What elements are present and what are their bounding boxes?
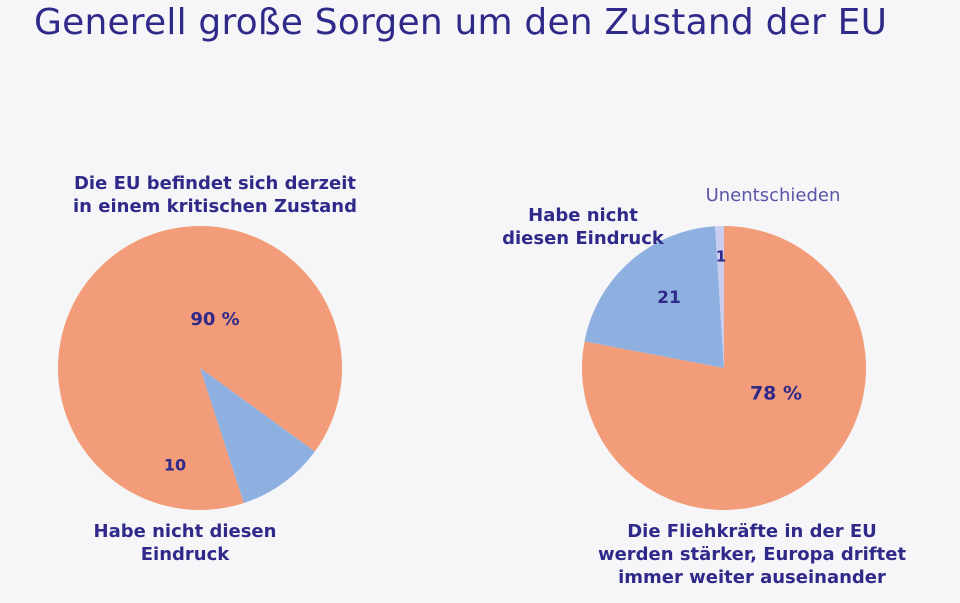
pie-1-slice-2-value-label: 10 (164, 456, 186, 475)
left-pie-bottom-label-line-1: Habe nicht diesen (93, 521, 277, 542)
pie-1-slice-1 (58, 225, 343, 510)
right-pie-bottom-label-line-1: Die Fliehkräfte in der EU (627, 521, 877, 542)
pie-2-slice-2 (584, 226, 724, 368)
right-pie-bottom-label: Die Fliehkräfte in der EU werden stärker… (598, 520, 906, 589)
pie-2-slice-2-value-label: 21 (657, 288, 681, 308)
pie-2-slice-1-value-label: 78 % (750, 383, 802, 405)
left-pie-bottom-label: Habe nicht diesen Eindruck (94, 520, 277, 566)
left-pie-top-label: Die EU befindet sich derzeit in einem kr… (73, 172, 357, 218)
pie-2-slice-1 (582, 226, 867, 510)
pie-2-slice-3 (715, 226, 724, 368)
left-pie-bottom-label-line-2: Eindruck (140, 544, 230, 565)
right-pie-top-left-label-line-1: Habe nicht (528, 205, 638, 226)
right-pie-bottom-label-line-2: werden stärker, Europa driftet (597, 544, 907, 565)
chart-title: Generell große Sorgen um den Zustand der… (34, 2, 888, 43)
right-pie-undecided-label: Unentschieden (706, 184, 841, 207)
right-pie-top-left-label: Habe nicht diesen Eindruck (502, 204, 664, 250)
pie-1-slice-1-value-label: 90 % (190, 309, 239, 330)
right-pie-undecided-label-text: Unentschieden (705, 185, 841, 206)
left-pie-top-label-line-1: Die EU befindet sich derzeit (73, 173, 357, 194)
right-pie-bottom-label-line-3: immer weiter auseinander (618, 567, 886, 588)
pie-1-slice-2 (200, 368, 315, 504)
right-pie-top-left-label-line-2: diesen Eindruck (502, 228, 664, 249)
left-pie-top-label-line-2: in einem kritischen Zustand (73, 196, 357, 217)
pie-2-slice-3-value-label: 1 (716, 248, 726, 266)
